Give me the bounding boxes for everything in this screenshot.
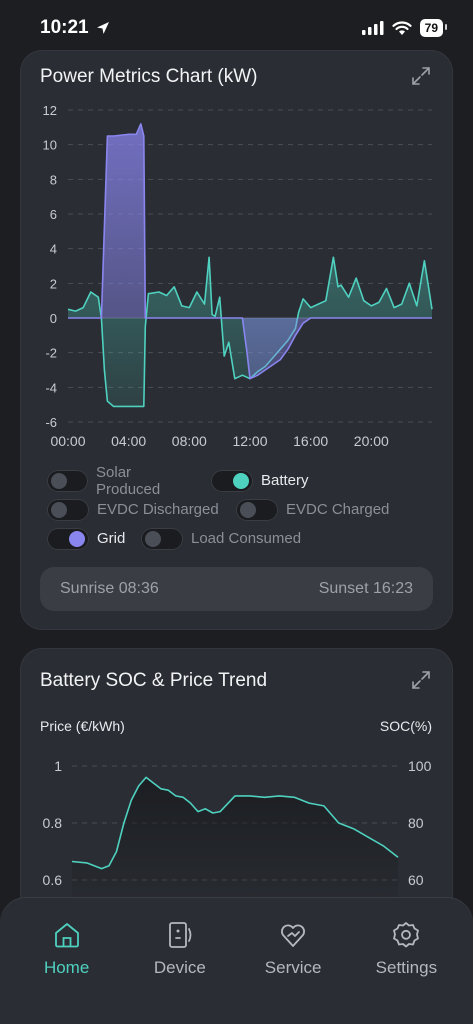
left-tick-label: 0.6 (43, 872, 63, 888)
sunset-text: Sunset 16:23 (318, 580, 413, 597)
y-tick-label: 2 (50, 276, 57, 291)
toggle-switch[interactable] (141, 527, 183, 550)
device-icon (168, 922, 192, 948)
settings-icon (393, 922, 420, 948)
toggle-knob (51, 501, 67, 518)
left-axis-ticks: 1 0.8 0.6 (43, 758, 63, 888)
right-tick-label: 80 (408, 815, 424, 831)
toggle-grid[interactable]: Grid (47, 527, 127, 550)
nav-home-label: Home (43, 958, 90, 977)
expand-icon[interactable] (411, 66, 431, 86)
toggle-evdc-charged[interactable]: EVDC Charged (236, 498, 406, 521)
toggle-battery[interactable]: Battery (211, 469, 401, 492)
toggle-label: Grid (97, 530, 126, 547)
y-tick-label: -4 (45, 380, 57, 395)
toggle-knob (240, 501, 256, 518)
toggle-row: EVDC Discharged EVDC Charged (47, 495, 437, 524)
nav-device[interactable]: Device (130, 920, 230, 1024)
soc-card-title: Battery SOC & Price Trend (40, 670, 268, 691)
location-arrow-icon (96, 22, 109, 34)
nav-settings-label: Settings (375, 958, 438, 977)
toggle-switch[interactable] (47, 469, 89, 492)
toggle-switch[interactable] (47, 527, 89, 550)
soc-line (71, 776, 399, 870)
expand-icon[interactable] (411, 670, 431, 690)
toggle-knob (233, 472, 249, 489)
series-area-grid (68, 123, 432, 379)
x-tick-label: 00:00 (50, 433, 85, 449)
toggle-label: Battery (261, 472, 309, 489)
x-tick-label: 20:00 (354, 433, 389, 449)
chart-series (67, 123, 433, 408)
power-metrics-chart: 12 10 8 6 4 2 0 -2 -4 -6 00:00 04:00 08:00 12:00 16:0… (43, 103, 433, 449)
sunrise-text: Sunrise 08:36 (60, 580, 159, 597)
toggle-row: Grid Load Consumed (47, 524, 437, 553)
right-tick-label: 60 (408, 872, 424, 888)
series-line-grid (68, 123, 432, 380)
nav-home[interactable]: Home (17, 920, 117, 1024)
toggle-label: EVDC Discharged (97, 501, 219, 518)
toggle-label: Solar Produced (96, 463, 161, 498)
nav-service-label: Service (264, 958, 322, 977)
toggle-label: Load Consumed (191, 530, 302, 547)
status-bar: 10:21 79 (0, 0, 473, 56)
toggle-row: Solar Produced Battery (47, 464, 437, 498)
y-tick-label: 0 (50, 311, 57, 326)
left-tick-label: 0.8 (43, 815, 63, 831)
status-indicators: 79 (361, 19, 448, 37)
chart-series (71, 776, 399, 898)
service-icon (281, 924, 306, 947)
x-tick-label: 12:00 (232, 433, 267, 449)
power-metrics-card: Power Metrics Chart (kW) 12 10 8 6 4 2 0 -2 -4 -6… (20, 50, 453, 630)
series-line-battery (67, 256, 433, 408)
x-axis-ticks: 00:00 04:00 08:00 12:00 16:00 20:00 (50, 433, 389, 449)
x-tick-label: 04:00 (111, 433, 146, 449)
right-tick-label: 100 (408, 758, 432, 774)
home-icon (54, 923, 79, 948)
power-card-title: Power Metrics Chart (kW) (40, 66, 258, 87)
clock-text: 10:21 (40, 17, 89, 38)
toggle-label: EVDC Charged (286, 501, 390, 518)
cellular-signal-icon (361, 21, 384, 35)
x-tick-label: 16:00 (293, 433, 328, 449)
x-tick-label: 08:00 (172, 433, 207, 449)
status-time: 10:21 (40, 17, 111, 39)
toggle-knob (51, 472, 67, 489)
y-tick-label: -2 (45, 346, 57, 361)
left-axis-title: Price (€/kWh) (40, 718, 125, 734)
right-axis-title: SOC(%) (379, 718, 432, 734)
wifi-icon (392, 20, 412, 35)
y-tick-label: 12 (43, 103, 57, 118)
bottom-navigation: Home Device Service Settings (0, 898, 473, 1024)
toggle-solar-produced[interactable]: Solar Produced (47, 464, 197, 498)
toggle-switch[interactable] (47, 498, 89, 521)
soc-price-chart: 1 0.8 0.6 100 80 60 (43, 758, 432, 898)
toggle-load-consumed[interactable]: Load Consumed (141, 527, 331, 550)
toggle-knob (145, 530, 161, 547)
sun-times-row: Sunrise 08:36 Sunset 16:23 (40, 567, 433, 611)
y-tick-label: 4 (50, 242, 57, 257)
nav-device-label: Device (153, 958, 206, 977)
y-axis-ticks: 12 10 8 6 4 2 0 -2 -4 -6 (43, 103, 57, 430)
y-tick-label: 6 (50, 207, 57, 222)
toggle-knob (69, 530, 85, 547)
right-axis-ticks: 100 80 60 (408, 758, 432, 888)
toggle-switch[interactable] (236, 498, 278, 521)
nav-service[interactable]: Service (243, 920, 343, 1024)
y-tick-label: -6 (45, 415, 57, 430)
soc-area (72, 777, 398, 898)
nav-settings[interactable]: Settings (356, 920, 456, 1024)
toggle-evdc-discharged[interactable]: EVDC Discharged (47, 498, 222, 521)
left-tick-label: 1 (54, 758, 62, 774)
battery-level-badge: 79 (419, 19, 448, 37)
y-tick-label: 8 (50, 172, 57, 187)
toggle-switch[interactable] (211, 469, 253, 492)
y-tick-label: 10 (43, 138, 57, 153)
series-toggles: Solar Produced Battery EVDC Discharged EVDC… (47, 464, 437, 553)
